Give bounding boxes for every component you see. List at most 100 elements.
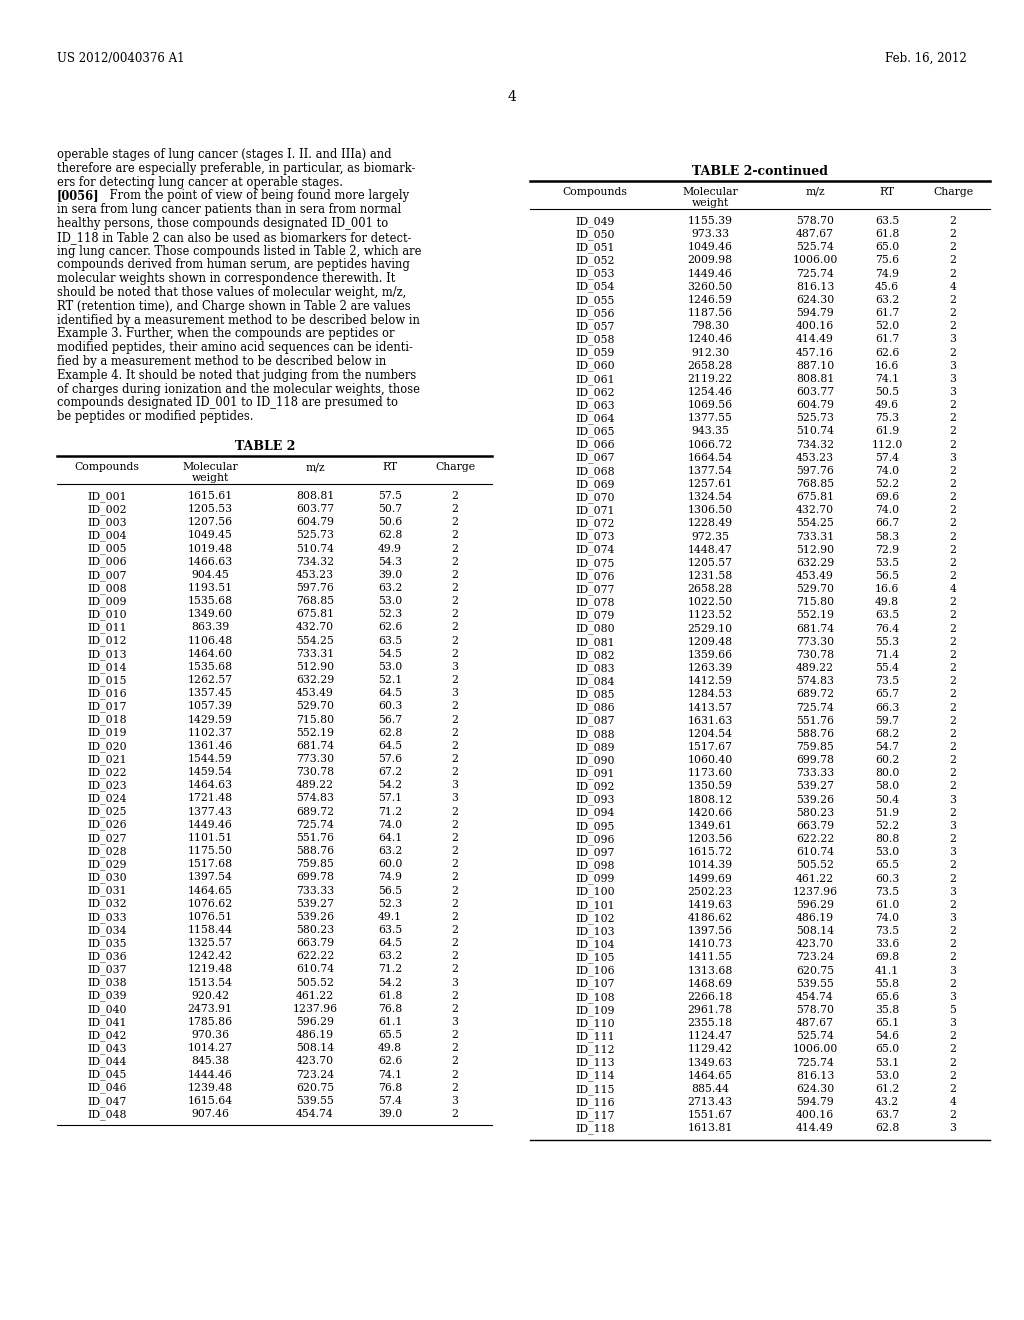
Text: 2658.28: 2658.28 xyxy=(687,360,732,371)
Text: 723.24: 723.24 xyxy=(796,953,835,962)
Text: 596.29: 596.29 xyxy=(296,1016,334,1027)
Text: 554.25: 554.25 xyxy=(796,519,834,528)
Text: 1535.68: 1535.68 xyxy=(187,597,232,606)
Text: ID_081: ID_081 xyxy=(575,636,614,648)
Text: 57.1: 57.1 xyxy=(378,793,402,804)
Text: 61.8: 61.8 xyxy=(874,230,899,239)
Text: ID_030: ID_030 xyxy=(87,873,127,883)
Text: 973.33: 973.33 xyxy=(691,230,729,239)
Text: 33.6: 33.6 xyxy=(874,940,899,949)
Text: 52.2: 52.2 xyxy=(874,821,899,830)
Text: 733.33: 733.33 xyxy=(296,886,334,895)
Text: 454.74: 454.74 xyxy=(796,991,834,1002)
Text: 1209.48: 1209.48 xyxy=(687,636,732,647)
Text: 2: 2 xyxy=(949,649,956,660)
Text: 1193.51: 1193.51 xyxy=(187,583,232,593)
Text: 54.5: 54.5 xyxy=(378,649,402,659)
Text: 529.70: 529.70 xyxy=(296,701,334,711)
Text: 510.74: 510.74 xyxy=(296,544,334,553)
Text: 588.76: 588.76 xyxy=(796,729,835,739)
Text: ID_114: ID_114 xyxy=(575,1071,614,1081)
Text: 2119.22: 2119.22 xyxy=(687,374,732,384)
Text: 4: 4 xyxy=(949,1097,956,1107)
Text: 69.6: 69.6 xyxy=(874,492,899,502)
Text: ID_042: ID_042 xyxy=(87,1030,127,1041)
Text: 1239.48: 1239.48 xyxy=(187,1082,232,1093)
Text: 2: 2 xyxy=(452,820,459,830)
Text: Charge: Charge xyxy=(933,187,973,197)
Text: 432.70: 432.70 xyxy=(296,623,334,632)
Text: 43.2: 43.2 xyxy=(874,1097,899,1107)
Text: 50.7: 50.7 xyxy=(378,504,402,515)
Text: 489.22: 489.22 xyxy=(296,780,334,791)
Text: 50.6: 50.6 xyxy=(378,517,402,527)
Text: 907.46: 907.46 xyxy=(191,1109,229,1119)
Text: 1410.73: 1410.73 xyxy=(687,940,732,949)
Text: 594.79: 594.79 xyxy=(796,1097,834,1107)
Text: 1631.63: 1631.63 xyxy=(687,715,733,726)
Text: 2: 2 xyxy=(452,570,459,579)
Text: 74.9: 74.9 xyxy=(378,873,402,882)
Text: 1306.50: 1306.50 xyxy=(687,506,732,515)
Text: 2713.43: 2713.43 xyxy=(687,1097,732,1107)
Text: 734.32: 734.32 xyxy=(296,557,334,566)
Text: ID_100: ID_100 xyxy=(575,887,614,898)
Text: 63.2: 63.2 xyxy=(378,583,402,593)
Text: TABLE 2: TABLE 2 xyxy=(234,440,295,453)
Text: 1207.56: 1207.56 xyxy=(187,517,232,527)
Text: 4186.62: 4186.62 xyxy=(687,913,732,923)
Text: ID_016: ID_016 xyxy=(87,688,127,700)
Text: ID_070: ID_070 xyxy=(575,492,614,503)
Text: 1420.66: 1420.66 xyxy=(687,808,732,818)
Text: 2: 2 xyxy=(452,1003,459,1014)
Text: ID_031: ID_031 xyxy=(87,886,127,896)
Text: 574.83: 574.83 xyxy=(296,793,334,804)
Text: 55.3: 55.3 xyxy=(874,636,899,647)
Text: 3: 3 xyxy=(452,793,459,804)
Text: 112.0: 112.0 xyxy=(871,440,903,450)
Text: 2: 2 xyxy=(949,268,956,279)
Text: 3: 3 xyxy=(452,688,459,698)
Text: 2961.78: 2961.78 xyxy=(687,1005,732,1015)
Text: 60.3: 60.3 xyxy=(378,701,402,711)
Text: 461.22: 461.22 xyxy=(796,874,835,883)
Text: ID_093: ID_093 xyxy=(575,795,614,805)
Text: 1006.00: 1006.00 xyxy=(793,256,838,265)
Text: ID_065: ID_065 xyxy=(575,426,614,437)
Text: ID_028: ID_028 xyxy=(87,846,127,857)
Text: 2355.18: 2355.18 xyxy=(687,1018,732,1028)
Text: 1240.46: 1240.46 xyxy=(687,334,732,345)
Text: ID_098: ID_098 xyxy=(575,861,614,871)
Text: 453.23: 453.23 xyxy=(796,453,835,463)
Text: 663.79: 663.79 xyxy=(296,939,334,948)
Text: 66.3: 66.3 xyxy=(874,702,899,713)
Text: ID_080: ID_080 xyxy=(575,623,614,635)
Text: 2: 2 xyxy=(452,636,459,645)
Text: 1069.56: 1069.56 xyxy=(687,400,732,411)
Text: 622.22: 622.22 xyxy=(296,952,334,961)
Text: 588.76: 588.76 xyxy=(296,846,334,857)
Text: 63.2: 63.2 xyxy=(378,952,402,961)
Text: 2: 2 xyxy=(452,925,459,935)
Text: 1106.48: 1106.48 xyxy=(187,636,232,645)
Text: 2: 2 xyxy=(949,492,956,502)
Text: ID_019: ID_019 xyxy=(87,727,127,738)
Text: 2: 2 xyxy=(949,636,956,647)
Text: 689.72: 689.72 xyxy=(296,807,334,817)
Text: ID_072: ID_072 xyxy=(575,519,614,529)
Text: 49.9: 49.9 xyxy=(378,544,402,553)
Text: 798.30: 798.30 xyxy=(691,321,729,331)
Text: 2: 2 xyxy=(452,701,459,711)
Text: 3: 3 xyxy=(452,1096,459,1106)
Text: ID_105: ID_105 xyxy=(575,953,614,964)
Text: molecular weights shown in correspondence therewith. It: molecular weights shown in correspondenc… xyxy=(57,272,395,285)
Text: 414.49: 414.49 xyxy=(796,334,834,345)
Text: ID_085: ID_085 xyxy=(575,689,614,700)
Text: ID_020: ID_020 xyxy=(87,741,127,751)
Text: 73.5: 73.5 xyxy=(874,927,899,936)
Text: ID_118: ID_118 xyxy=(575,1123,614,1134)
Text: 62.6: 62.6 xyxy=(378,1056,402,1067)
Text: ID_112: ID_112 xyxy=(575,1044,614,1055)
Text: 733.31: 733.31 xyxy=(796,532,835,541)
Text: 2: 2 xyxy=(452,859,459,869)
